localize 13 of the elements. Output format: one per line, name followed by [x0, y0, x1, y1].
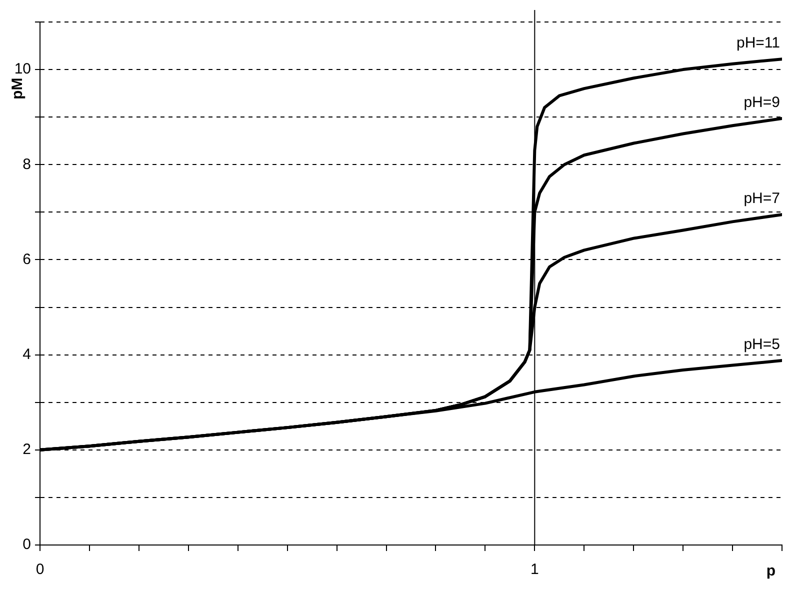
y-tick-label: 10	[14, 60, 31, 78]
y-tick-label: 2	[22, 441, 31, 458]
y-axis-title: pM	[9, 78, 26, 100]
x-axis-title: p	[766, 562, 776, 580]
y-tick-label: 0	[22, 536, 31, 554]
y-tick-label: 8	[22, 156, 31, 173]
series-label: pH=7	[744, 190, 780, 208]
series-label: pH=9	[744, 94, 780, 112]
series-label: pH=11	[736, 34, 780, 52]
y-tick-label: 4	[22, 346, 31, 363]
y-tick-label: 6	[22, 250, 31, 268]
series-label: pH=5	[744, 336, 780, 354]
x-tick-label: 1	[530, 561, 539, 578]
